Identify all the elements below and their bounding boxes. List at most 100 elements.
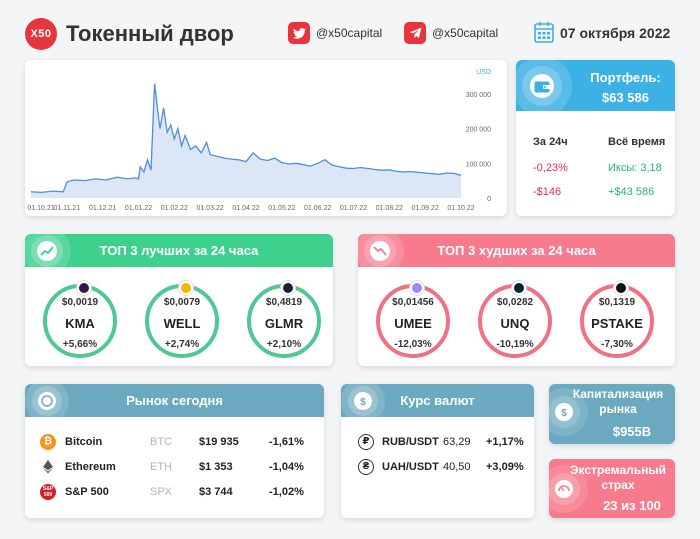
- x-tick-label: 01.11.21: [53, 205, 80, 212]
- portfolio-chart: 01.10.21 01.11.21 01.12.21 01.01.22 01.02.22…: [25, 60, 507, 216]
- coin-card-umee[interactable]: $0,01456 UMEE -12,03%: [376, 280, 450, 358]
- chart-area: [31, 83, 461, 198]
- currency-rate: 40,50: [443, 461, 471, 473]
- glmr-logo-icon: [280, 280, 296, 296]
- coin-price: $0,1319: [598, 297, 636, 308]
- sp500-icon: S&P 500: [40, 484, 56, 500]
- market-row-name: Bitcoin: [65, 436, 103, 448]
- market-cap-card: $ Капитализация рынка $955B: [549, 384, 675, 444]
- fear-title-line2: страх: [601, 478, 635, 492]
- x-tick-label: 01.04.22: [232, 205, 259, 212]
- fear-greed-card: Экстремальный страх 23 из 100: [549, 459, 675, 518]
- market-cap-title-line2: рынка: [599, 402, 637, 416]
- coin-name: WELL: [163, 316, 201, 331]
- coin-name: KMA: [65, 316, 95, 331]
- gauge-icon: [558, 485, 570, 492]
- x-tick-label: 01.09.22: [412, 205, 439, 212]
- x-tick-label: 01.05.22: [268, 205, 295, 212]
- market-today-title: Рынок сегодня: [126, 393, 223, 408]
- fear-greed-circles: [549, 465, 588, 513]
- telegram-icon[interactable]: [404, 22, 426, 44]
- coin-name: UMEE: [394, 316, 432, 331]
- top-best-header: ТОП 3 лучших за 24 часа: [25, 234, 333, 267]
- wallet-icon: [534, 80, 550, 98]
- coin-card-well[interactable]: $0,0079 WELL +2,74%: [145, 280, 219, 358]
- portfolio-title: Портфель:: [590, 70, 661, 85]
- portfolio-24h-usd: -$146: [533, 186, 562, 198]
- calendar-icon: [534, 21, 554, 43]
- top-best-header-circles: [25, 234, 71, 267]
- portfolio-24h-percent: -0,23%: [533, 162, 568, 174]
- market-cap-title-line1: Капитализация: [572, 387, 664, 401]
- well-logo-icon: [178, 280, 194, 296]
- trend-down-icon: [373, 246, 387, 256]
- ethereum-icon: [40, 459, 56, 475]
- chart-line: [30, 83, 462, 194]
- portfolio-card: Портфель: $63 586 За 24ч Всё время -0,23…: [516, 60, 675, 216]
- coin-name: PSTAKE: [591, 316, 643, 331]
- coin-change: -7,30%: [601, 339, 633, 350]
- currency-card: Курс валют $ ₽ RUB/USDT 63,29 +1,17% ₴ U…: [341, 384, 534, 518]
- portfolio-all-multiplier: Иксы: 3,18: [608, 162, 662, 174]
- twitter-icon[interactable]: [288, 22, 310, 44]
- coin-change: +2,10%: [266, 339, 302, 350]
- top-worst-card: ТОП 3 худших за 24 часа $0,01456 UMEE -1…: [358, 234, 675, 366]
- currency-pair: UAH/USDT: [382, 461, 439, 473]
- twitter-handle[interactable]: @x50capital: [316, 26, 383, 40]
- page-title: Токенный двор: [66, 21, 234, 46]
- x-tick-label: 01.08.22: [376, 205, 403, 212]
- coin-change: -10,19%: [496, 339, 534, 350]
- portfolio-value: $63 586: [602, 90, 649, 105]
- portfolio-header: Портфель: $63 586: [516, 60, 675, 111]
- market-row-price: $3 744: [199, 486, 233, 498]
- fear-value: 23 из 100: [603, 498, 661, 513]
- currency-change: +1,17%: [486, 436, 524, 448]
- market-row-change: -1,02%: [269, 486, 304, 498]
- telegram-handle[interactable]: @x50capital: [432, 26, 499, 40]
- currency-header: Курс валют: [341, 384, 534, 417]
- hryvnia-icon: ₴: [358, 459, 374, 475]
- umee-logo-icon: [409, 280, 425, 296]
- x-tick-label: 01.03.22: [197, 205, 224, 212]
- market-row-ticker: BTC: [150, 436, 172, 448]
- x-tick-label: 01.12.21: [89, 205, 116, 212]
- market-row-change: -1,04%: [269, 461, 304, 473]
- globe-icon: [41, 395, 53, 407]
- coin-price: $0,0282: [496, 297, 534, 308]
- x-tick-label: 01.06.22: [304, 205, 331, 212]
- market-today-card: Рынок сегодня ₿ Bitcoin BTC $19 935 -1,6…: [25, 384, 324, 518]
- coin-name: UNQ: [500, 316, 530, 331]
- x-tick-label: 01.07.22: [340, 205, 367, 212]
- coin-price: $0,0079: [163, 297, 201, 308]
- coin-change: +5,66%: [62, 339, 98, 350]
- kma-logo-icon: [76, 280, 92, 296]
- y-tick-label: 0: [487, 196, 491, 203]
- coin-price: $0,0019: [61, 297, 99, 308]
- x-tick-label: 01.10.22: [447, 205, 474, 212]
- bitcoin-icon: ₿: [40, 434, 56, 450]
- y-tick-label: 100 000: [466, 161, 491, 168]
- coin-card-glmr[interactable]: $0,4819 GLMR +2,10%: [247, 280, 321, 358]
- coin-card-pstake[interactable]: $0,1319 PSTAKE -7,30%: [580, 280, 654, 358]
- x50-logo: X50: [25, 18, 57, 50]
- x-tick-label: 01.01.22: [125, 205, 152, 212]
- currency-rate: 63,29: [443, 436, 471, 448]
- currency-pair: RUB/USDT: [382, 436, 439, 448]
- y-tick-label: 300 000: [466, 92, 491, 99]
- market-row-name: Ethereum: [65, 461, 116, 473]
- top-worst-header-circles: [358, 234, 404, 267]
- market-row-ticker: ETH: [150, 461, 172, 473]
- x-tick-label: 01.02.22: [161, 205, 188, 212]
- pstake-logo-icon: [613, 280, 629, 296]
- market-row-price: $1 353: [199, 461, 233, 473]
- portfolio-header-circles: [516, 60, 572, 111]
- coin-card-kma[interactable]: $0,0019 KMA +5,66%: [43, 280, 117, 358]
- chart-unit-label: USD: [476, 69, 491, 76]
- currency-title: Курс валют: [400, 393, 475, 408]
- coin-card-unq[interactable]: $0,0282 UNQ -10,19%: [478, 280, 552, 358]
- portfolio-all-usd: +$43 586: [608, 186, 655, 198]
- top-best-title: ТОП 3 лучших за 24 часа: [99, 243, 259, 258]
- market-cap-value: $955B: [612, 424, 652, 439]
- y-tick-label: 200 000: [466, 127, 491, 134]
